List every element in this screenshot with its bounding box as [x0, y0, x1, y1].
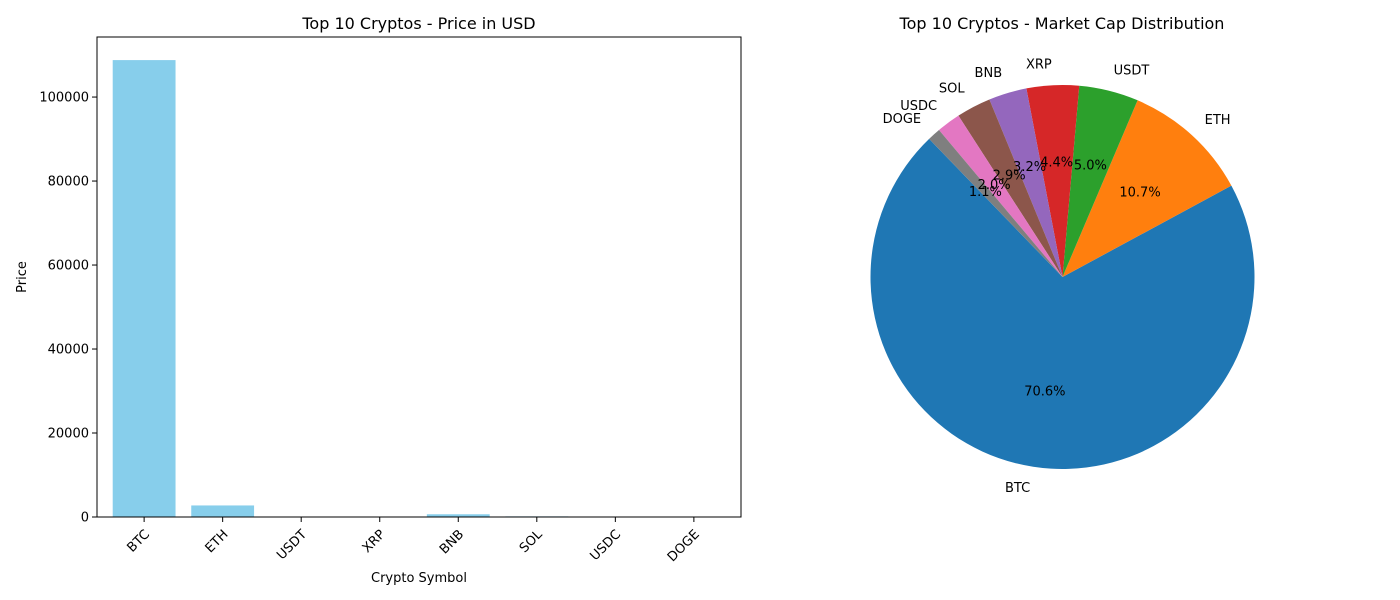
- y-tick-label: 60000: [48, 259, 89, 274]
- y-tick-label: 20000: [48, 427, 89, 442]
- pie-percent-doge: 1.1%: [969, 185, 1002, 200]
- pie-slice-usdt: [1062, 85, 1138, 278]
- pie-slice-usdc: [938, 115, 1063, 277]
- x-tick-label-btc: BTC: [125, 527, 153, 555]
- x-tick-label-usdc: USDC: [587, 527, 624, 564]
- pie-slice-btc: [870, 138, 1255, 470]
- x-tick-label-eth: ETH: [203, 527, 232, 556]
- x-tick-label-sol: SOL: [517, 527, 546, 556]
- y-tick-label: 100000: [39, 91, 89, 106]
- x-axis-ticks: BTC ETH USDT XRP BNB SOL USDC DOGE: [125, 517, 703, 565]
- pie-percent-bnb: 3.2%: [1013, 160, 1046, 175]
- plot-frame: [96, 36, 742, 518]
- pie-percent-btc: 70.6%: [1024, 384, 1065, 399]
- pie-slice-xrp: [1026, 85, 1080, 277]
- pie-slice-sol: [958, 99, 1063, 277]
- x-tick-label-usdt: USDT: [274, 527, 310, 563]
- y-tick-label: 0: [81, 511, 89, 526]
- y-tick-label: 80000: [48, 175, 89, 190]
- bar-chart-title: Top 10 Cryptos - Price in USD: [301, 14, 535, 33]
- pie-label-usdt: USDT: [1114, 64, 1150, 79]
- pie-chart: Top 10 Cryptos - Market Cap Distribution…: [870, 14, 1255, 497]
- pie-label-btc: BTC: [1005, 481, 1030, 496]
- bar-btc: [112, 60, 176, 518]
- pie-percent-eth: 10.7%: [1119, 185, 1160, 200]
- pie-label-usdc: USDC: [900, 99, 937, 114]
- y-tick-label: 40000: [48, 343, 89, 358]
- x-tick-label-bnb: BNB: [437, 527, 467, 557]
- pie-label-bnb: BNB: [975, 66, 1003, 81]
- x-tick-label-xrp: XRP: [360, 527, 389, 556]
- pie-percent-xrp: 4.4%: [1040, 155, 1073, 170]
- pie-slice-eth: [1062, 100, 1232, 277]
- bar-eth: [191, 505, 255, 517]
- bar-chart: Top 10 Cryptos - Price in USD 0 20000 4000…: [15, 14, 742, 586]
- bar-marks: [112, 60, 726, 518]
- pie-slices: [870, 85, 1255, 470]
- pie-label-doge: DOGE: [883, 112, 922, 127]
- pie-percent-usdc: 2.0%: [978, 178, 1011, 193]
- pie-label-xrp: XRP: [1026, 58, 1052, 73]
- bar-bnb: [426, 514, 490, 517]
- pie-percent-labels: 70.6% 10.7% 5.0%4.4%3.2%2.9%2.0%1.1%: [969, 155, 1161, 399]
- pie-slice-bnb: [989, 88, 1063, 277]
- pie-chart-title: Top 10 Cryptos - Market Cap Distribution: [899, 14, 1225, 33]
- x-tick-label-doge: DOGE: [665, 527, 703, 565]
- x-axis-label: Crypto Symbol: [371, 571, 467, 586]
- y-axis-label: Price: [15, 261, 30, 293]
- pie-slice-doge: [929, 129, 1063, 277]
- y-axis-ticks: 0 20000 40000 60000 80000 100000: [39, 91, 97, 526]
- pie-percent-usdt: 5.0%: [1074, 159, 1107, 174]
- pie-label-sol: SOL: [939, 82, 965, 97]
- pie-label-eth: ETH: [1205, 113, 1231, 128]
- pie-percent-sol: 2.9%: [993, 168, 1026, 183]
